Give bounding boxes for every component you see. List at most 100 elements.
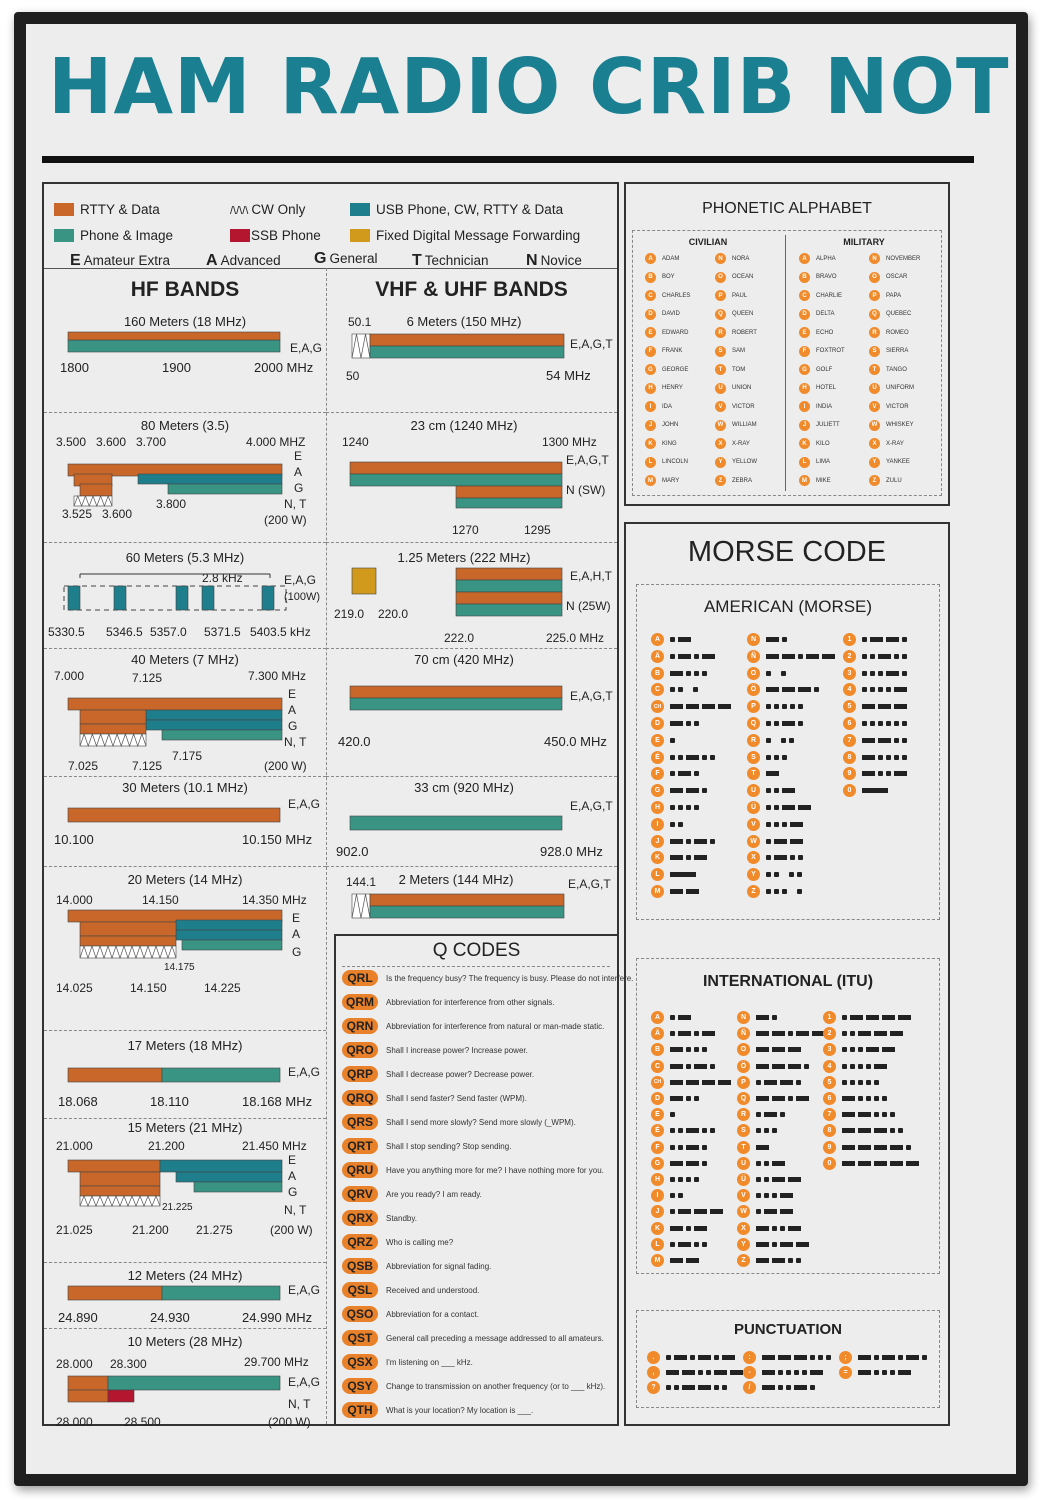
hf-band-1: 80 Meters (3.5) 3.500 3.600 3.700 4.000 MHZE… bbox=[56, 418, 307, 527]
morse-dash bbox=[756, 1047, 769, 1053]
morse-dot bbox=[778, 1370, 783, 1375]
morse-code-pattern bbox=[756, 1241, 809, 1247]
morse-dash bbox=[678, 771, 691, 777]
morse-dash bbox=[858, 1128, 871, 1134]
q-codes-panel: Q CODES QRL Is the frequency busy? The fr… bbox=[334, 934, 633, 1426]
morse-item: U bbox=[737, 1156, 785, 1170]
morse-code-pattern bbox=[862, 670, 907, 676]
hf-band-0: 160 Meters (18 MHz) 1800 1900 2000 MHz E,A,G bbox=[60, 314, 322, 375]
morse-dot bbox=[796, 1258, 801, 1263]
morse-dash bbox=[756, 1225, 769, 1231]
morse-item: F bbox=[651, 1140, 707, 1154]
band-label: 10.150 MHz bbox=[242, 832, 312, 847]
morse-code-pattern bbox=[756, 1209, 793, 1215]
morse-dash bbox=[714, 1370, 727, 1375]
morse-dot bbox=[862, 687, 867, 693]
morse-dot bbox=[902, 754, 907, 760]
morse-code-pattern bbox=[756, 1112, 785, 1118]
morse-dot bbox=[702, 1241, 707, 1247]
channel-bar bbox=[67, 585, 81, 611]
phonetic-word: OSCAR bbox=[886, 274, 908, 280]
morse-char-badge: S bbox=[737, 1124, 750, 1138]
morse-dash bbox=[686, 1160, 699, 1166]
q-code-row: QRL Is the frequency busy? The frequency … bbox=[342, 970, 633, 986]
morse-char-badge: F bbox=[651, 1140, 664, 1154]
morse-char-badge: 4 bbox=[823, 1059, 836, 1073]
phonetic-item: L LIMA bbox=[799, 456, 831, 468]
morse-dot bbox=[882, 1096, 887, 1101]
morse-code-pattern bbox=[766, 754, 787, 760]
phonetic-item: C CHARLIE bbox=[799, 290, 842, 301]
morse-title: MORSE CODE bbox=[687, 536, 887, 568]
band-label: G bbox=[294, 481, 303, 495]
morse-code-pattern bbox=[670, 1079, 731, 1085]
morse-item: W bbox=[747, 834, 803, 848]
morse-item: X bbox=[747, 851, 803, 865]
morse-char-badge: 8 bbox=[823, 1124, 836, 1138]
q-code-badge: QSB bbox=[342, 1258, 378, 1274]
phonetic-item: Z ZEBRA bbox=[715, 475, 752, 486]
phonetic-item: F FOXTROT bbox=[799, 345, 845, 357]
morse-dot bbox=[797, 889, 802, 894]
morse-dot bbox=[710, 1128, 715, 1134]
morse-char-badge: Ñ bbox=[737, 1027, 750, 1041]
morse-code-pattern bbox=[670, 1209, 723, 1215]
letter-badge: F bbox=[799, 345, 810, 357]
q-code-desc: Change to transmission on another freque… bbox=[386, 1381, 606, 1391]
morse-dash bbox=[762, 1355, 775, 1360]
phonetic-word: WILLIAM bbox=[732, 422, 757, 428]
phonetic-item: N NORA bbox=[715, 253, 749, 264]
morse-code-pattern bbox=[670, 805, 699, 810]
morse-item: J bbox=[651, 834, 715, 848]
band-label: (200 W) bbox=[264, 513, 307, 527]
letter-badge: Y bbox=[715, 456, 726, 468]
cw-zigzag-line bbox=[79, 944, 177, 960]
morse-char-badge: Y bbox=[737, 1237, 750, 1251]
morse-dot bbox=[886, 771, 891, 777]
band-bar bbox=[67, 807, 281, 823]
q-code-badge: QRZ bbox=[342, 1234, 378, 1250]
band-divider bbox=[44, 1262, 326, 1263]
phonetic-word: NOVEMBER bbox=[886, 255, 921, 262]
band-bar bbox=[79, 921, 177, 937]
morse-dot bbox=[874, 1096, 879, 1101]
morse-char-badge: Ñ bbox=[747, 649, 760, 663]
q-code-badge: QRM bbox=[342, 994, 378, 1010]
morse-char-badge: T bbox=[737, 1140, 750, 1154]
band-label: 3.800 bbox=[156, 497, 186, 511]
phonetic-item: O OCEAN bbox=[715, 271, 753, 283]
q-code-badge: QST bbox=[342, 1330, 378, 1346]
band-divider bbox=[44, 1118, 326, 1119]
vhf-band-4: 33 cm (920 MHz) E,A,G,T 902.0 928.0 MHz bbox=[336, 780, 613, 859]
band-label: 28.000 bbox=[56, 1415, 93, 1429]
morse-dash bbox=[862, 704, 875, 710]
morse-dash bbox=[774, 838, 787, 844]
morse-dot bbox=[670, 1193, 675, 1199]
morse-char-badge: J bbox=[651, 1205, 664, 1219]
morse-char-badge: / bbox=[743, 1381, 756, 1394]
morse-dot bbox=[670, 754, 675, 760]
morse-dash bbox=[678, 1209, 691, 1215]
phonetic-item: D DAVID bbox=[645, 308, 680, 320]
q-code-row: QRO Shall I increase power? Increase powe… bbox=[342, 1042, 528, 1058]
letter-badge: T bbox=[715, 364, 726, 375]
morse-char-badge: P bbox=[747, 700, 760, 714]
band-bar bbox=[67, 1375, 109, 1391]
morse-item: Ü bbox=[737, 1173, 801, 1186]
letter-badge: A bbox=[645, 253, 656, 264]
phonetic-word: LIMA bbox=[816, 459, 831, 465]
column-divider bbox=[326, 268, 327, 1424]
morse-dash bbox=[774, 855, 787, 861]
morse-dot bbox=[894, 653, 899, 659]
morse-dot bbox=[798, 653, 803, 659]
morse-dash bbox=[858, 1370, 871, 1375]
morse-item: A bbox=[651, 1011, 691, 1024]
morse-dot bbox=[878, 771, 883, 777]
q-codes-divider bbox=[342, 966, 610, 967]
band-label: N, T bbox=[288, 1397, 311, 1411]
phonetic-word: FRANK bbox=[662, 348, 683, 354]
phonetic-item: B BRAVO bbox=[799, 271, 837, 283]
q-code-row: QRV Are you ready? I am ready. bbox=[342, 1186, 482, 1202]
band-label: G bbox=[288, 1185, 297, 1199]
morse-code-pattern bbox=[670, 1031, 715, 1037]
